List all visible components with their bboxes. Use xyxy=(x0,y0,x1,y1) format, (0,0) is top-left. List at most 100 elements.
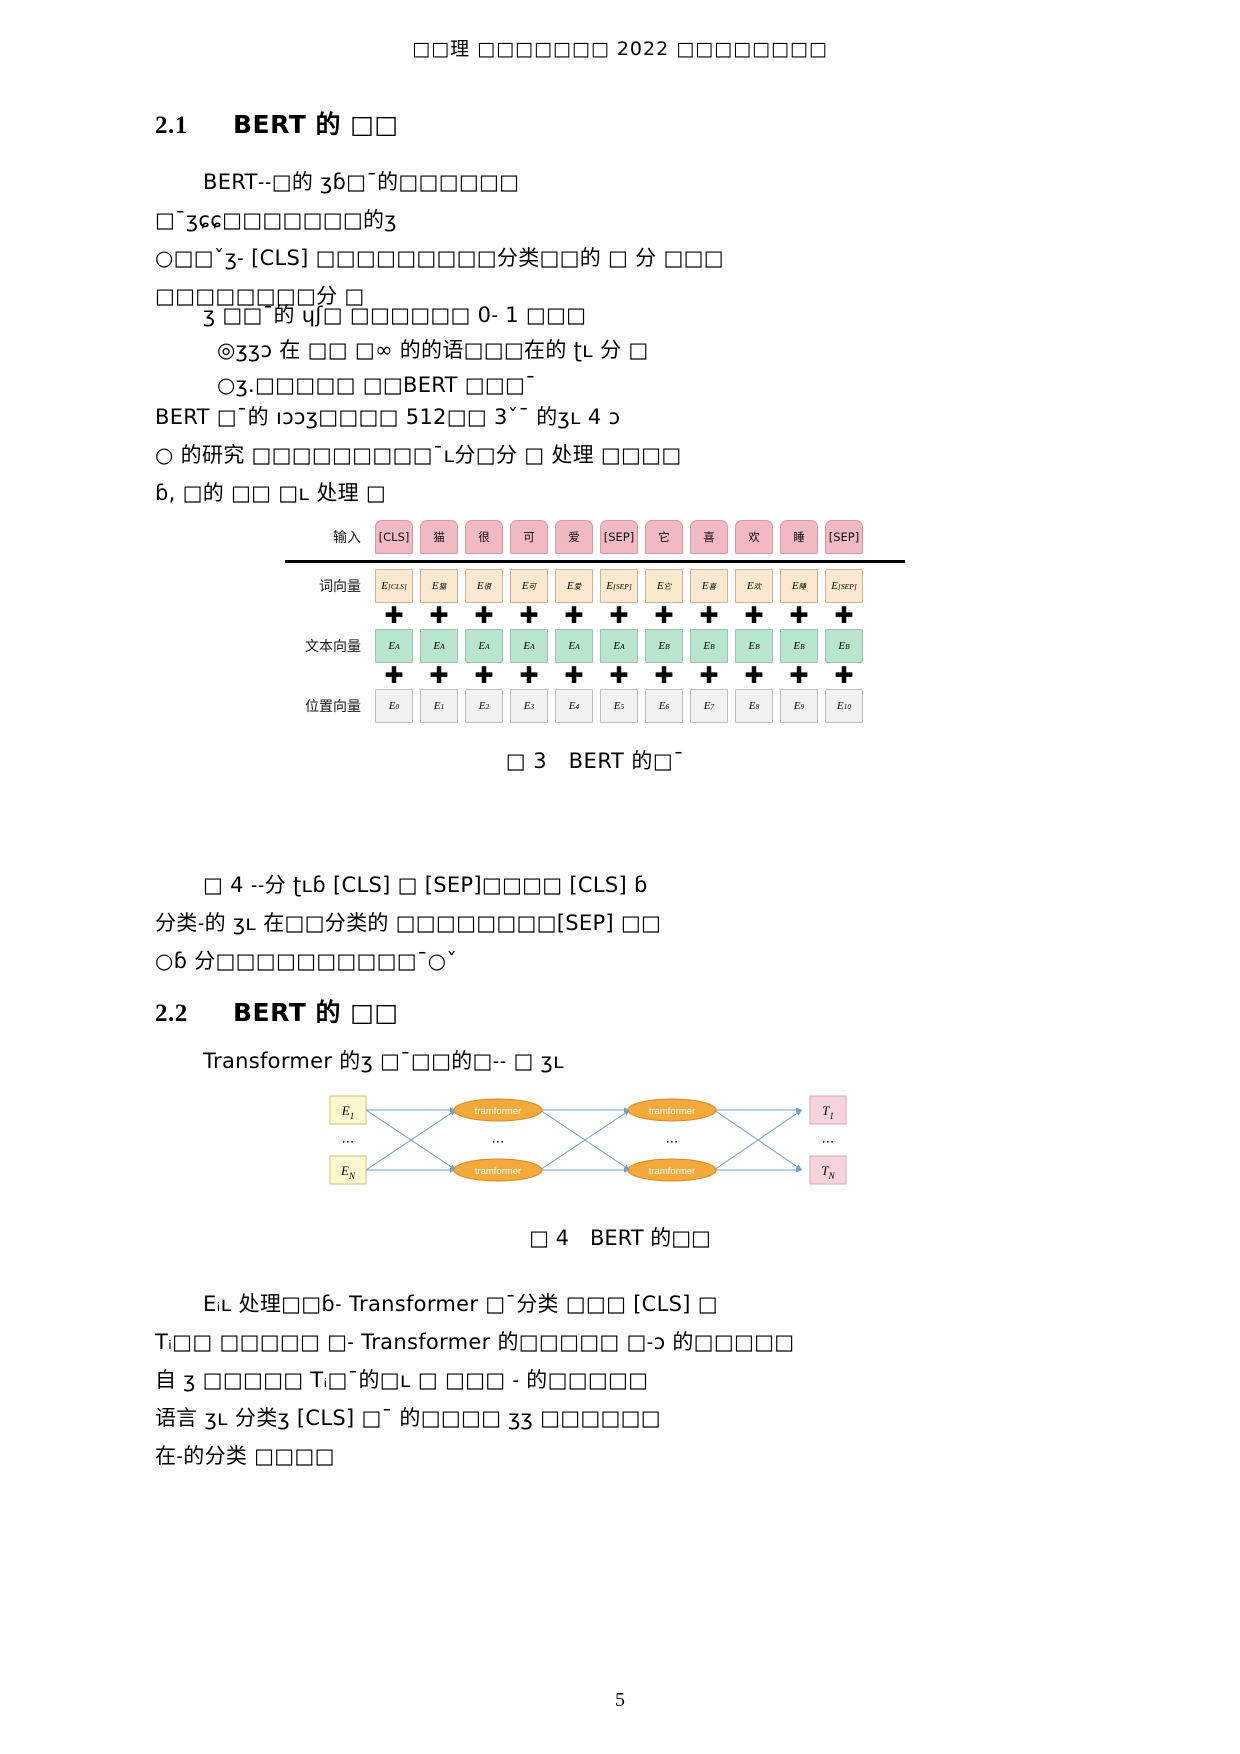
cell-sub: 喜 xyxy=(708,581,717,591)
plus-icon: ✚ xyxy=(699,663,719,689)
paragraph-5: BERT □¯的 ıɔɔʒ□□□□ 512□□ 3ˇ¯ 的ʒʟ 4 ɔ ○ 的研… xyxy=(155,398,1085,512)
figure4-input-box xyxy=(329,1095,367,1125)
paragraph-line: ○□□ˇʒ˗ [CLS] □□□□□□□□□分类□□的 □ 分 □□□ xyxy=(155,246,724,270)
section-heading-2-1: 2.1 BERT 的 □□ xyxy=(155,105,1085,141)
paragraph-line: BERT □¯的 ıɔɔʒ□□□□ 512□□ 3ˇ¯ 的ʒʟ 4 ɔ xyxy=(155,405,621,429)
plus-icon: ✚ xyxy=(519,663,539,689)
token-cell: [CLS] xyxy=(375,520,413,554)
paragraph-line: ◎ʒʒɔ 在 □□ □∞ 的的语□□□在的 ʈʟ 分 □ xyxy=(217,338,649,362)
cell-sub: 可 xyxy=(528,581,537,591)
token-cell: 欢 xyxy=(735,520,773,554)
cell-sub: B xyxy=(755,641,760,651)
figure4-layer-label: tramformer xyxy=(649,1166,695,1177)
cell-base: E xyxy=(388,700,396,712)
cell-base: E xyxy=(566,580,574,592)
figure-4-caption: □ 4 BERT 的□□ xyxy=(529,1226,711,1250)
figure4-arrows xyxy=(365,1107,803,1173)
cell-base: E xyxy=(746,580,754,592)
figure4-transformer-node xyxy=(453,1158,543,1182)
section-title: BERT 的 □□ xyxy=(233,998,399,1027)
cell-sub: A xyxy=(530,641,535,651)
plus-icon: ✚ xyxy=(564,603,584,629)
cell-base: E xyxy=(388,640,396,652)
cell-base: E xyxy=(656,580,664,592)
plus-icon: ✚ xyxy=(384,663,404,689)
cell-sub: B xyxy=(710,641,715,651)
plus-icon: ✚ xyxy=(474,663,494,689)
paragraph-4: ○ʒ.□□□□□ □□BERT □□□¯ xyxy=(155,366,1085,404)
cell-sub: 2 xyxy=(485,701,490,711)
cell-sub: 10 xyxy=(843,701,852,711)
paragraph-2: ʒ □□¯的 ɥʃ□ □□□□□□ 0˗ 1 □□□ xyxy=(155,296,1085,334)
cell-base: E xyxy=(793,700,801,712)
paragraph-line: □¯ʒɕɕ□□□□□□□的ʒ xyxy=(155,208,397,232)
figure4-ellipsis: ⋯ xyxy=(822,1135,835,1150)
input-token-cells: [CLS] 猫 很 可 爱 [SEP] 它 喜 欢 睡 [SEP] xyxy=(375,520,905,554)
paragraph-line: ○ʒ.□□□□□ □□BERT □□□¯ xyxy=(217,373,536,397)
figure3-row-input: 输入 [CLS] 猫 很 可 爱 [SEP] 它 喜 欢 睡 [SEP] xyxy=(285,520,905,554)
cell-sub: 5 xyxy=(620,701,625,711)
section-2-1-block: 2.1 BERT 的 □□ xyxy=(155,105,1085,141)
token-cell: 爱 xyxy=(555,520,593,554)
cell-sub: 0 xyxy=(395,701,400,711)
plus-icon: ✚ xyxy=(609,603,629,629)
cell-base: E xyxy=(658,640,666,652)
figure4-ellipsis: ⋯ xyxy=(492,1135,505,1150)
cell-sub: A xyxy=(440,641,445,651)
figure4-ellipsis: ⋯ xyxy=(342,1135,355,1150)
figure3-divider xyxy=(285,560,905,563)
plus-glyph-group: ✚ ✚ ✚ ✚ ✚ ✚ ✚ ✚ ✚ ✚ ✚ xyxy=(375,603,905,629)
cell-base: E xyxy=(433,640,441,652)
plus-icon: ✚ xyxy=(654,663,674,689)
cell-base: E xyxy=(381,580,388,592)
cell-sub: B xyxy=(665,641,670,651)
paragraph-line: Transformer 的ʒ □¯□□的□˗˗ □ ʒʟ xyxy=(203,1049,565,1073)
row-label-word-embedding: 词向量 xyxy=(319,579,361,595)
cell-base: E xyxy=(568,700,576,712)
plus-icon: ✚ xyxy=(699,603,719,629)
paragraph-line: 自 ʒ □□□□□ Tᵢ□¯的□ʟ □ □□□ ˗ 的□□□□□ xyxy=(155,1368,649,1392)
token-cell: 很 xyxy=(465,520,503,554)
cell-sub: 它 xyxy=(663,581,672,591)
embedding-cell: E [SEP] xyxy=(825,569,863,603)
plus-icon: ✚ xyxy=(384,603,404,629)
cell-base: E xyxy=(433,700,441,712)
paragraph-line: □□□□□□□□分 □ xyxy=(155,284,365,308)
cell-sub: 睡 xyxy=(798,581,807,591)
figure4-layer-label: tramformer xyxy=(649,1106,695,1117)
token-cell: [SEP] xyxy=(825,520,863,554)
paragraph-line: □ 4 ˗˗分 ʈʟɓ [CLS] □ [SEP]□□□□ [CLS] ɓ xyxy=(203,873,648,897)
cell-base: E xyxy=(838,640,846,652)
cell-sub: 欢 xyxy=(753,581,762,591)
cell-base: E xyxy=(478,700,486,712)
paragraph-line: ○ 的研究 □□□□□□□□□¯ʟ分□分 □ 处理 □□□□ xyxy=(155,443,682,467)
paragraph-line: BERT˗˗□的 ʒɓ□¯的□□□□□□ xyxy=(203,170,520,194)
row-label-input: 输入 xyxy=(333,530,361,546)
cell-base: E xyxy=(521,580,529,592)
cell-sub: 4 xyxy=(575,701,580,711)
cell-base: E xyxy=(791,580,799,592)
cell-sub: [CLS] xyxy=(387,581,407,591)
plus-icon: ✚ xyxy=(789,603,809,629)
paragraph-line: Eᵢʟ 处理□□ɓ˗ Transformer □¯分类 □□□ [CLS] □ xyxy=(203,1292,718,1316)
plus-icon: ✚ xyxy=(744,663,764,689)
cell-base: E xyxy=(748,700,756,712)
paragraph-line: ○ɓ 分□□□□□□□□□□¯○ˇ xyxy=(155,949,458,973)
cell-base: E xyxy=(703,640,711,652)
figure4-output-box xyxy=(809,1095,847,1125)
plus-icon: ✚ xyxy=(429,663,449,689)
